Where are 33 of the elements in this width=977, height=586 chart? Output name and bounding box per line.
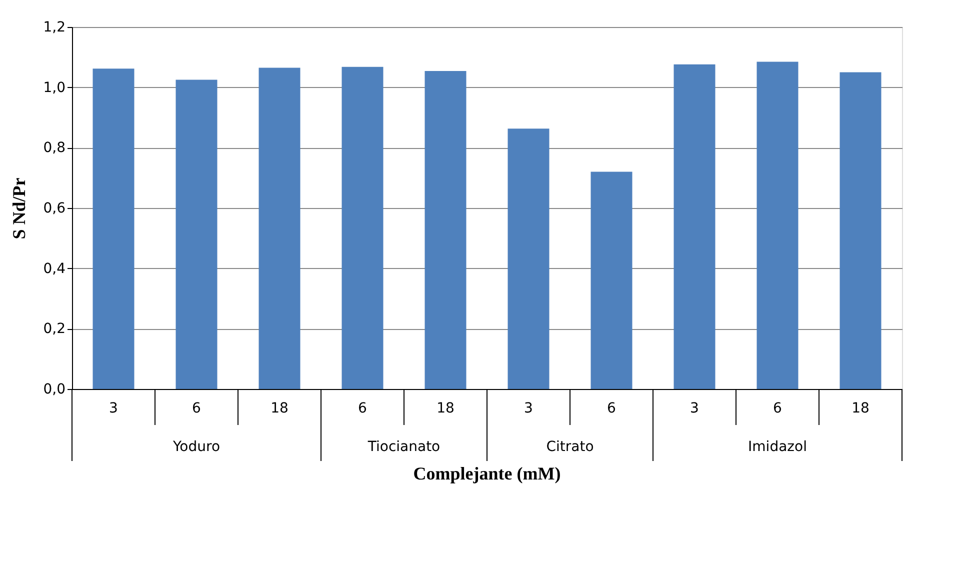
text: Imidazol: [748, 439, 807, 455]
text: Tiocianato: [366, 439, 440, 455]
bar: [176, 80, 218, 389]
x-tick-label: 6: [192, 400, 202, 416]
x-tick-label: 3: [109, 400, 118, 416]
x-tick-label: 6: [607, 400, 616, 416]
bar: [342, 66, 384, 389]
text: Citrato: [546, 439, 594, 455]
bar: [756, 62, 798, 389]
y-axis-title: S Nd/Pr: [9, 178, 30, 240]
x-tick-label: 18: [852, 400, 870, 416]
x-tick-label: 6: [773, 400, 782, 416]
y-tick-label: 1,0: [43, 80, 66, 96]
x-tick-label: 3: [524, 400, 533, 416]
y-tick-label: 0,8: [43, 140, 66, 156]
bar: [424, 71, 466, 389]
x-tick-label: 18: [270, 400, 288, 416]
x-tick-label: 18: [436, 400, 454, 416]
bar: [840, 72, 882, 389]
bar: [258, 68, 300, 389]
bar: [92, 68, 134, 389]
y-tick-label: 0,2: [43, 321, 66, 338]
y-tick-label: 0,4: [43, 260, 66, 277]
x-tick-label: 3: [690, 400, 699, 416]
bar: [674, 64, 716, 389]
y-tick-label: 0,0: [43, 382, 66, 398]
y-tick-label: 0,6: [43, 200, 66, 216]
y-tick-label: 1,2: [43, 20, 66, 36]
x-axis-title: Complejante (mM): [413, 464, 561, 484]
bar: [590, 172, 632, 389]
text: Yoduro: [172, 439, 220, 455]
bar: [508, 128, 550, 389]
x-tick-label: 6: [358, 400, 368, 416]
